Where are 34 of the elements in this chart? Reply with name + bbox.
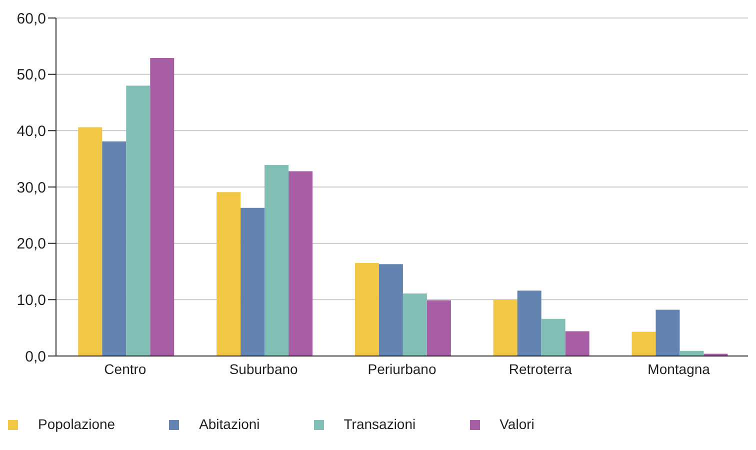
- bar: [541, 318, 566, 356]
- x-tick-label: Centro: [104, 360, 146, 377]
- bar: [565, 331, 590, 356]
- bar: [354, 263, 379, 356]
- bar: [78, 127, 102, 356]
- legend-label: Transazioni: [344, 416, 416, 432]
- y-tick-label: 40,0: [16, 122, 46, 140]
- bar: [402, 293, 427, 356]
- y-tick-label: 10,0: [16, 292, 46, 309]
- bar: [150, 58, 174, 356]
- bar: [264, 165, 289, 356]
- y-tick-label: 0,0: [25, 348, 46, 366]
- x-tick-label: Periurbano: [368, 360, 436, 377]
- bar: [288, 171, 313, 356]
- y-tick-label: 60,0: [16, 10, 46, 28]
- bar: [126, 86, 150, 356]
- bar: [517, 290, 542, 356]
- bar: [493, 300, 518, 356]
- x-tick-label: Montagna: [648, 360, 710, 377]
- legend-label: Abitazioni: [199, 416, 260, 432]
- y-tick-label: 50,0: [16, 66, 46, 84]
- x-tick-label: Retroterra: [508, 360, 572, 377]
- bar: [102, 141, 126, 356]
- y-tick-label: 30,0: [16, 179, 46, 196]
- x-tick-label: Suburbano: [229, 360, 298, 377]
- legend-label: Valori: [500, 416, 534, 432]
- bar: [240, 208, 265, 356]
- bar: [656, 310, 680, 356]
- y-tick-label: 20,0: [16, 236, 46, 253]
- bar: [426, 300, 451, 356]
- bar: [632, 332, 656, 356]
- bar: [378, 264, 403, 356]
- legend-label: Popolazione: [38, 416, 116, 432]
- bar: [216, 192, 241, 356]
